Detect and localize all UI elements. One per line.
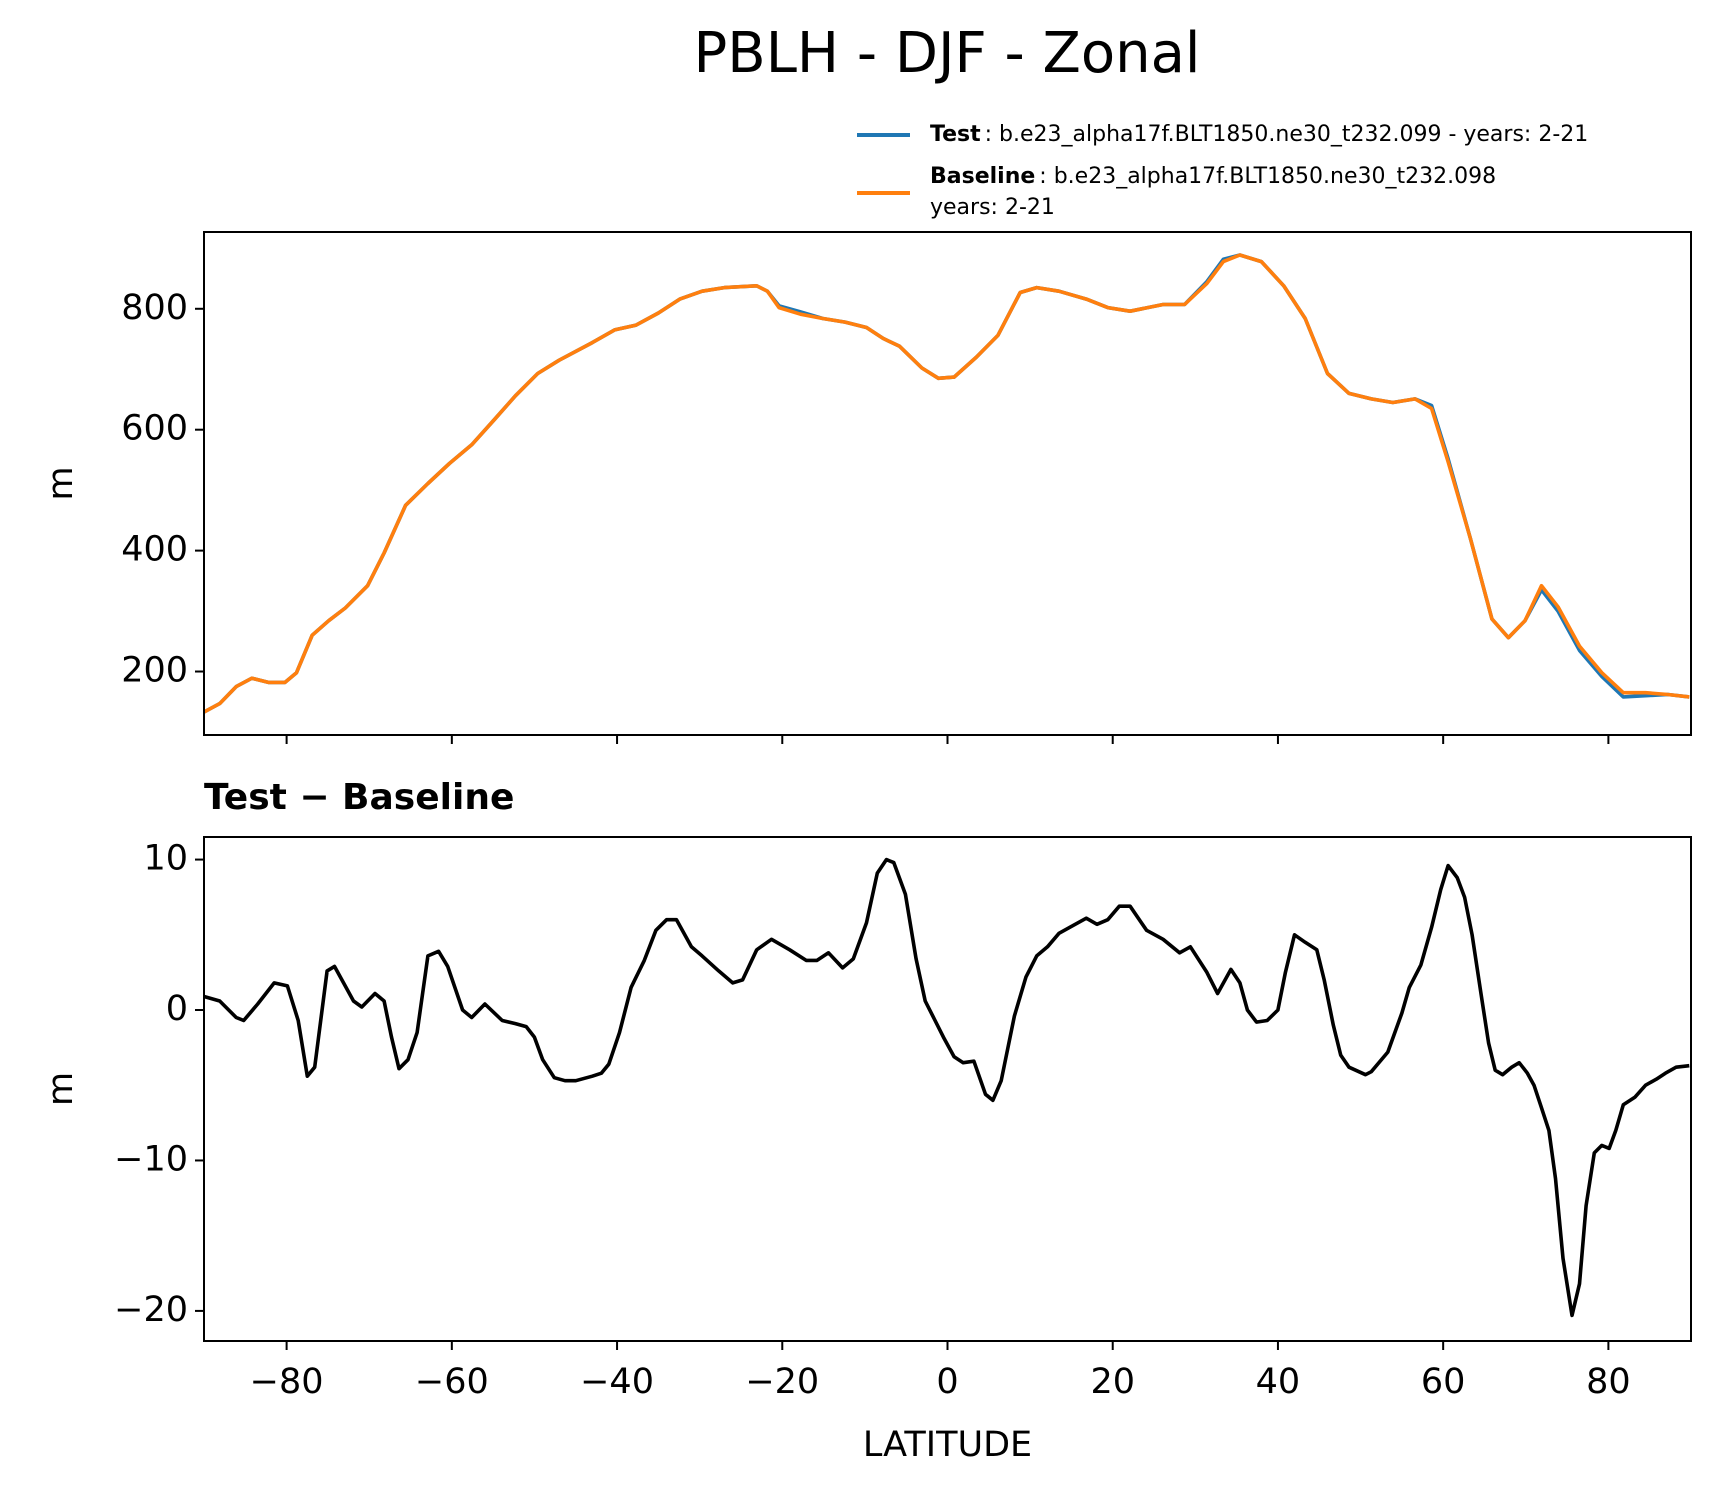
subplot-title: Test − Baseline [204, 777, 514, 818]
y-tick-label: 10 [143, 839, 188, 879]
plot-area [204, 253, 1690, 714]
x-tick-label: −80 [250, 1362, 324, 1402]
y-tick-label: 400 [121, 530, 188, 570]
y-axis-label: m [41, 466, 81, 500]
x-tick-label: 60 [1421, 1362, 1466, 1402]
x-tick-label: 0 [936, 1362, 958, 1402]
y-tick-label: 0 [166, 989, 188, 1029]
x-tick-label: −40 [580, 1362, 654, 1402]
y-tick-label: −20 [114, 1290, 188, 1330]
x-tick-label: −60 [415, 1362, 489, 1402]
x-tick-label: 40 [1256, 1362, 1301, 1402]
legend-name: Baseline [930, 164, 1035, 189]
y-tick-label: 200 [121, 651, 188, 691]
x-tick-label: −20 [745, 1362, 819, 1402]
legend-desc: years: 2-21 [930, 195, 1055, 220]
y-tick-label: 800 [121, 288, 188, 328]
y-tick-label: −10 [114, 1139, 188, 1179]
axes-frame [203, 836, 1692, 1342]
x-tick-label: 20 [1090, 1362, 1135, 1402]
y-axis-label: m [41, 1072, 81, 1106]
y-tick-label: 600 [121, 409, 188, 449]
legend-label: Test: b.e23_alpha17f.BLT1850.ne30_t232.0… [930, 122, 1588, 147]
x-axis-label: LATITUDE [863, 1425, 1032, 1465]
x-tick-label: 80 [1586, 1362, 1631, 1402]
legend-desc: : b.e23_alpha17f.BLT1850.ne30_t232.099 -… [985, 122, 1589, 147]
plot-area [204, 857, 1690, 1318]
figure-title: PBLH - DJF - Zonal [694, 21, 1201, 86]
legend-label: Baseline: b.e23_alpha17f.BLT1850.ne30_t2… [930, 164, 1496, 189]
data-line [204, 857, 1690, 1318]
data-line [204, 253, 1690, 714]
axes-frame [203, 231, 1692, 736]
legend-desc: : b.e23_alpha17f.BLT1850.ne30_t232.098 [1039, 164, 1496, 189]
legend-name: Test [930, 122, 981, 147]
